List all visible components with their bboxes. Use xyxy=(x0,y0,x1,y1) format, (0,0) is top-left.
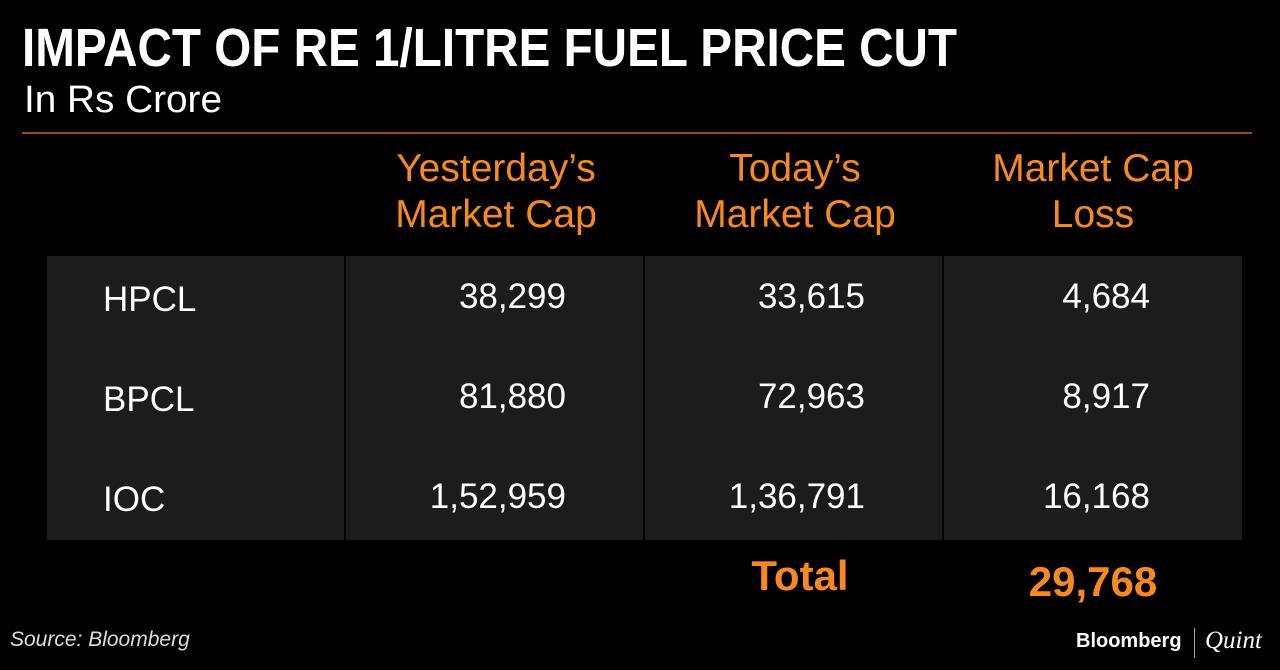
total-value: 29,768 xyxy=(1028,558,1158,605)
subtitle: In Rs Crore xyxy=(24,79,222,121)
column-divider xyxy=(942,256,944,540)
column-divider xyxy=(643,256,645,540)
cell-value: 38,299 xyxy=(458,277,566,316)
cell-value: 1,52,959 xyxy=(429,477,566,516)
column-header: Market Cap Loss xyxy=(992,147,1194,236)
cell-value: 33,615 xyxy=(757,277,865,316)
header: IMPACT OF RE 1/LITRE FUEL PRICE CUT In R… xyxy=(22,18,1252,134)
column-divider xyxy=(344,256,346,540)
cell-value: 16,168 xyxy=(1042,477,1150,516)
source: Source: Bloomberg xyxy=(10,628,190,651)
cell-value: 1,36,791 xyxy=(728,477,865,516)
cell-value: 81,880 xyxy=(458,377,566,416)
row-label: HPCL xyxy=(103,280,197,319)
brand-separator xyxy=(1194,628,1195,658)
total-label: Total xyxy=(751,552,849,599)
brand-partner: Quint xyxy=(1205,627,1262,654)
row-label: BPCL xyxy=(103,380,195,419)
column-header: Today’s Market Cap xyxy=(694,147,896,236)
cell-value: 4,684 xyxy=(1062,277,1150,316)
row-label: IOC xyxy=(103,480,166,519)
brand: Bloomberg xyxy=(1076,630,1182,652)
cell-value: 72,963 xyxy=(757,377,865,416)
title: IMPACT OF RE 1/LITRE FUEL PRICE CUT xyxy=(22,18,957,78)
column-header: Yesterday’s Market Cap xyxy=(395,147,597,236)
cell-value: 8,917 xyxy=(1062,377,1150,416)
